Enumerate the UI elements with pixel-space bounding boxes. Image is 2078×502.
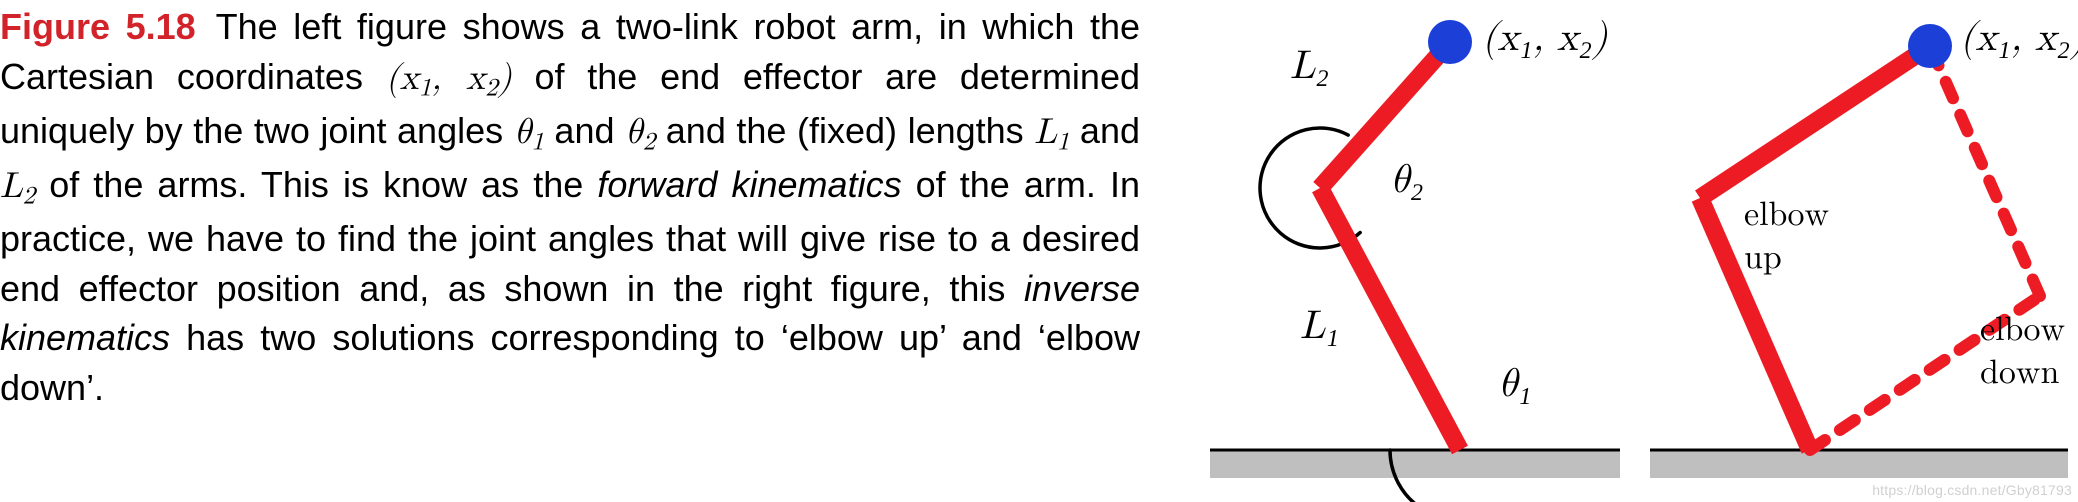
- svg-text:θ₁: θ₁: [1498, 364, 1531, 404]
- svg-text:(x₁, x₂): (x₁, x₂): [1482, 18, 1609, 60]
- svg-left: L₁ L₂ θ₁ θ₂ (x₁, x₂): [1200, 0, 1630, 502]
- diagram-inverse-kinematics: (x₁, x₂) elbow up elbow down: [1640, 0, 2078, 502]
- svg-text:down: down: [1980, 356, 2059, 390]
- svg-text:elbow: elbow: [1744, 198, 1829, 232]
- svg-text:(x₁, x₂): (x₁, x₂): [1960, 18, 2078, 60]
- figure-caption: Figure 5.18The left figure shows a two-l…: [0, 2, 1140, 413]
- svg-text:up: up: [1744, 241, 1782, 275]
- watermark: https://blog.csdn.net/Gby81793: [1872, 482, 2072, 498]
- figure-caption-body: The left figure shows a two-link robot a…: [0, 6, 1140, 408]
- svg-text:elbow: elbow: [1980, 313, 2065, 347]
- svg-text:θ₂: θ₂: [1390, 160, 1423, 200]
- svg-right: (x₁, x₂) elbow up elbow down: [1640, 0, 2078, 502]
- svg-text:L₂: L₂: [1290, 46, 1329, 86]
- figure-label: Figure 5.18: [0, 6, 196, 47]
- svg-text:L₁: L₁: [1300, 306, 1339, 346]
- diagram-forward-kinematics: L₁ L₂ θ₁ θ₂ (x₁, x₂): [1200, 0, 1630, 502]
- figure-5-18: Figure 5.18The left figure shows a two-l…: [0, 0, 2078, 502]
